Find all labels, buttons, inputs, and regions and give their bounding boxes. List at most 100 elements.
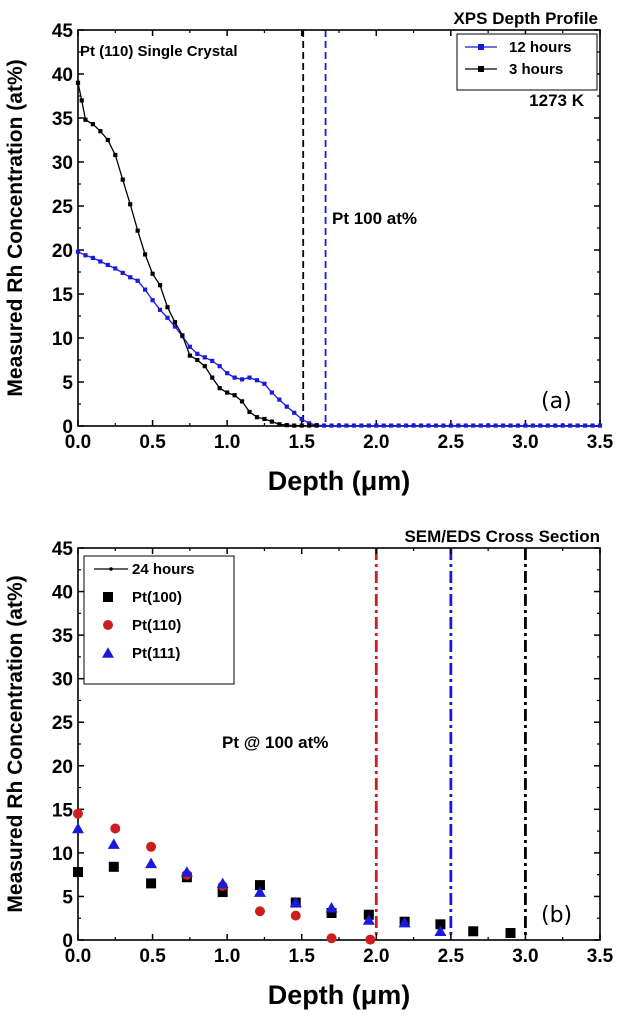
data-point — [143, 287, 148, 292]
x-tick-label: 0.0 — [65, 946, 91, 967]
data-point — [326, 933, 337, 944]
y-tick-label: 15 — [52, 800, 74, 821]
data-point — [105, 262, 110, 268]
data-point — [441, 423, 446, 428]
data-point — [299, 423, 304, 428]
data-point — [435, 919, 446, 930]
data-point — [113, 152, 118, 158]
data-point — [269, 419, 274, 424]
data-point — [83, 117, 88, 122]
data-point — [157, 283, 163, 288]
data-point — [108, 861, 119, 872]
data-point — [225, 390, 230, 395]
x-tick-label: 2.5 — [438, 946, 465, 967]
annotation-pt-label: Pt @ 100 at% — [222, 733, 328, 752]
data-point — [426, 423, 431, 428]
data-point — [216, 877, 229, 889]
data-point — [135, 228, 140, 233]
data-point — [366, 423, 371, 428]
data-point — [500, 423, 506, 428]
data-point — [239, 377, 245, 382]
data-point — [165, 305, 170, 310]
data-point — [145, 857, 158, 869]
data-point — [505, 928, 516, 939]
y-tick-label: 35 — [52, 109, 74, 130]
data-point — [210, 375, 215, 380]
y-tick-label: 40 — [52, 65, 73, 86]
data-point — [180, 866, 193, 877]
data-point — [150, 298, 155, 303]
y-tick-label: 0 — [62, 417, 73, 438]
data-point — [79, 98, 84, 103]
y-tick-label: 30 — [52, 670, 73, 691]
data-point — [239, 399, 245, 404]
y-tick-label: 10 — [52, 844, 73, 865]
data-point — [254, 378, 260, 383]
x-tick-label: 1.5 — [289, 946, 316, 967]
data-point — [75, 249, 81, 254]
y-axis-label: Measured Rh Concentration (at%) — [4, 575, 27, 912]
y-tick-label: 35 — [52, 626, 74, 647]
data-point — [150, 271, 155, 276]
data-point — [538, 423, 543, 428]
y-tick-label: 20 — [52, 757, 73, 778]
legend-entry: 12 hours — [509, 39, 572, 56]
data-point — [468, 926, 479, 937]
legend-entry: 3 hours — [509, 61, 563, 78]
legend-header: 24 hours — [132, 561, 195, 578]
data-point — [284, 423, 289, 428]
data-point — [351, 423, 357, 428]
data-point — [307, 423, 312, 428]
data-point — [359, 423, 364, 428]
data-point — [396, 423, 401, 428]
data-point — [247, 375, 252, 380]
data-point — [254, 880, 265, 891]
data-point — [299, 416, 304, 422]
data-point — [448, 423, 453, 428]
x-tick-label: 0.5 — [139, 432, 166, 453]
panel-label: (b) — [541, 903, 572, 928]
data-point — [210, 358, 215, 363]
data-point — [344, 423, 349, 428]
data-point — [172, 324, 178, 329]
legend-marker — [478, 66, 484, 72]
data-point — [434, 925, 447, 937]
y-tick-label: 0 — [62, 931, 73, 952]
series-12-hours — [75, 249, 603, 428]
data-point — [530, 423, 535, 428]
data-point — [180, 333, 185, 338]
data-point — [582, 423, 588, 428]
legend: 12 hours 3 hours — [456, 33, 598, 91]
data-point — [277, 422, 282, 427]
data-point — [418, 423, 424, 428]
data-point — [143, 252, 148, 257]
data-point — [290, 910, 301, 921]
data-point — [326, 907, 337, 918]
chart-panel-b: 0.0 0.5 1.0 1.5 2.0 2.5 3.0 3.5 0 5 10 15 20 25 30 35 40… — [4, 527, 614, 1010]
y-tick-label: 20 — [52, 241, 73, 262]
data-point — [456, 423, 461, 428]
data-point — [253, 886, 266, 897]
data-point — [292, 410, 297, 415]
annotation-pt-label: Pt 100 at% — [332, 209, 417, 228]
data-point — [329, 423, 334, 428]
data-point — [195, 357, 200, 363]
annotation-temperature: 1273 K — [529, 91, 585, 110]
data-point — [202, 355, 207, 360]
legend-marker — [478, 44, 484, 50]
data-point — [120, 270, 125, 275]
data-point — [135, 278, 140, 283]
chart-panel-a: 0.0 0.5 1.0 1.5 2.0 2.5 3.0 3.5 0 5 10 15 20 25 30 35 40… — [4, 9, 614, 496]
x-tick-label: 1.0 — [214, 432, 240, 453]
data-point — [217, 386, 222, 391]
chart-title: XPS Depth Profile — [453, 9, 598, 28]
data-point — [523, 423, 528, 428]
data-point — [553, 423, 558, 428]
data-point — [478, 423, 483, 428]
x-tick-label: 2.0 — [363, 432, 389, 453]
data-point — [289, 896, 302, 908]
data-point — [389, 423, 394, 428]
data-point — [172, 320, 178, 325]
